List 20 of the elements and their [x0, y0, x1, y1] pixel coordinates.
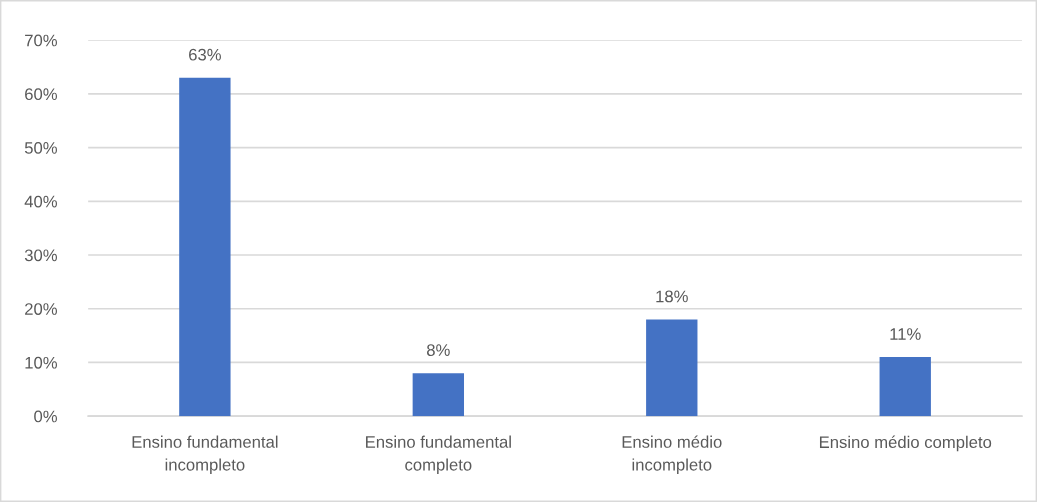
- data-label: 63%: [189, 48, 221, 61]
- y-tick-label: 20%: [25, 303, 57, 315]
- y-tick-label: 0%: [34, 410, 57, 423]
- x-tick-label: Ensino fundamental incompleto: [132, 435, 278, 474]
- y-tick-label: 60%: [25, 88, 57, 101]
- y-tick-label: 40%: [24, 195, 57, 208]
- bar: [879, 357, 931, 417]
- data-label: 11%: [890, 328, 921, 340]
- bar: [412, 373, 465, 417]
- x-tick-label: Ensino médio completo: [819, 435, 992, 452]
- x-tick-label: Ensino fundamental completo: [366, 435, 511, 474]
- y-tick-label: 50%: [24, 141, 57, 154]
- y-tick-label: 70%: [25, 34, 57, 47]
- bar: [646, 319, 698, 417]
- data-label: 18%: [656, 290, 688, 303]
- data-label: 8%: [427, 344, 450, 356]
- bar: [179, 77, 231, 417]
- x-tick-label: Ensino médio incompleto: [622, 435, 722, 474]
- y-tick-label: 10%: [25, 356, 57, 369]
- y-tick-label: 30%: [24, 249, 57, 262]
